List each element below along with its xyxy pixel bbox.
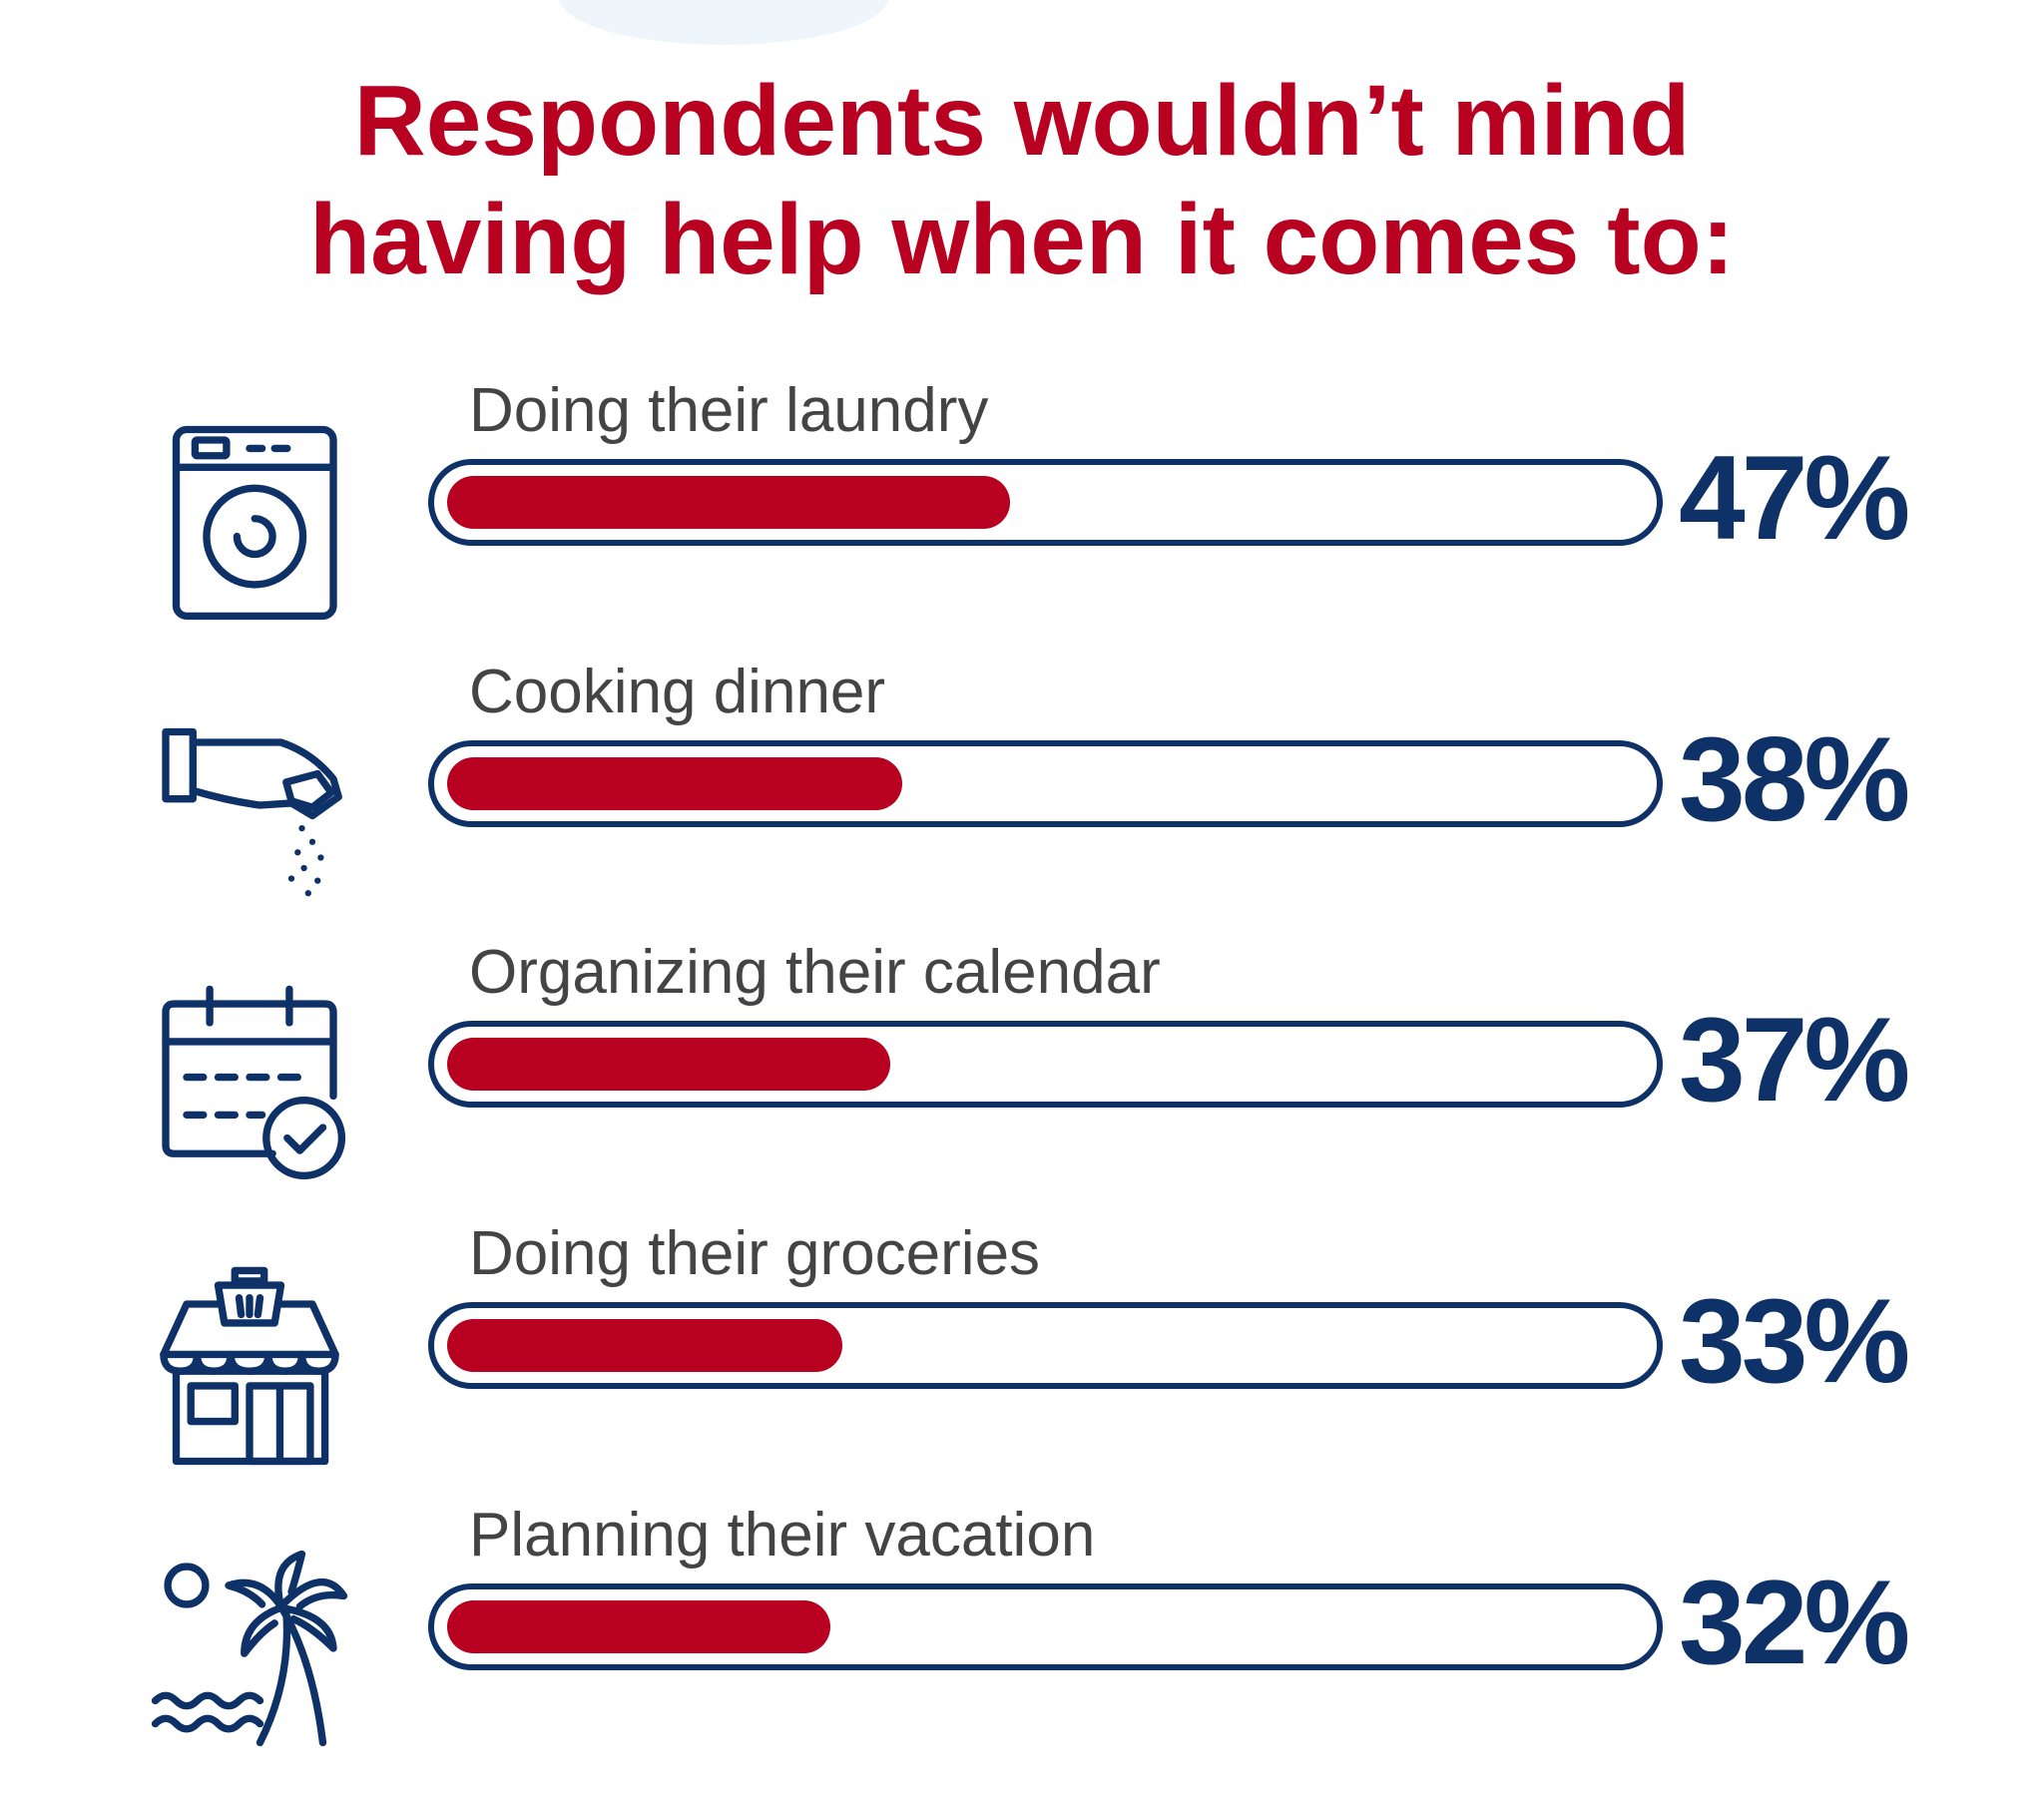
bar-track bbox=[428, 459, 1663, 546]
bar-fill bbox=[447, 757, 902, 810]
bar-fill bbox=[447, 1600, 830, 1653]
bar-row-groceries: Doing their groceries 33% bbox=[0, 1214, 2044, 1466]
bar-row-cooking: Cooking dinner 38% bbox=[0, 653, 2044, 902]
bar-label: Planning their vacation bbox=[469, 1501, 1096, 1570]
bar-value-label: 37% bbox=[1679, 993, 1910, 1126]
bar-track bbox=[428, 1302, 1663, 1389]
bar-track bbox=[428, 740, 1663, 827]
bar-row-laundry: Doing their laundry 47% bbox=[0, 371, 2044, 621]
bar-row-vacation: Planning their vacation 32% bbox=[0, 1496, 2044, 1747]
bar-label: Doing their laundry bbox=[469, 376, 989, 445]
bar-row-calendar: Organizing their calendar 37% bbox=[0, 933, 2044, 1182]
bar-label: Organizing their calendar bbox=[469, 938, 1161, 1007]
chart-title: Respondents wouldn’t mind having help wh… bbox=[0, 62, 2044, 299]
bar-value-label: 33% bbox=[1679, 1274, 1910, 1408]
chart-title-line-2: having help when it comes to: bbox=[309, 184, 1735, 295]
chart-title-line-1: Respondents wouldn’t mind bbox=[353, 65, 1691, 177]
bar-fill bbox=[447, 476, 1010, 529]
bar-value-label: 47% bbox=[1679, 431, 1910, 565]
bar-value-label: 32% bbox=[1679, 1556, 1910, 1689]
bar-track bbox=[428, 1021, 1663, 1108]
salt-sprinkle-icon bbox=[145, 700, 354, 910]
beach-palm-icon bbox=[145, 1544, 354, 1753]
decorative-cloud bbox=[559, 0, 888, 45]
bar-value-label: 38% bbox=[1679, 712, 1910, 846]
bar-label: Cooking dinner bbox=[469, 658, 886, 726]
bar-track bbox=[428, 1583, 1663, 1670]
bar-label: Doing their groceries bbox=[469, 1219, 1041, 1288]
bar-fill bbox=[447, 1038, 890, 1091]
grocery-store-icon bbox=[145, 1262, 354, 1472]
calendar-check-icon bbox=[145, 981, 354, 1190]
bar-fill bbox=[447, 1319, 842, 1372]
washing-machine-icon bbox=[145, 419, 354, 629]
